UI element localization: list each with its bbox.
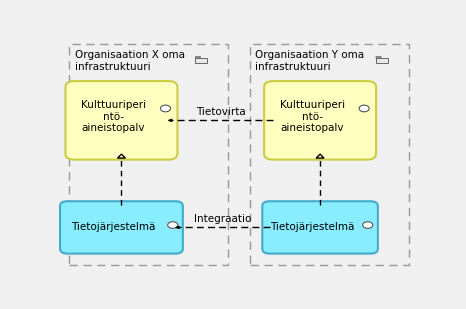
Text: Tietovirta: Tietovirta [196,107,246,117]
Circle shape [160,105,171,112]
FancyBboxPatch shape [60,201,183,254]
FancyBboxPatch shape [65,81,178,160]
FancyBboxPatch shape [262,201,378,254]
Circle shape [359,105,369,112]
FancyBboxPatch shape [264,81,376,160]
Text: Integraatio: Integraatio [194,214,251,224]
Polygon shape [196,58,207,63]
Text: Tietojärjestelmä: Tietojärjestelmä [71,222,156,232]
Polygon shape [168,119,172,122]
Text: Tietojärjestelmä: Tietojärjestelmä [270,222,354,232]
Text: Kulttuuriperi
ntö-
aineistopalv: Kulttuuriperi ntö- aineistopalv [81,100,146,133]
Text: Organisaation Y oma
infrastruktuuri: Organisaation Y oma infrastruktuuri [255,50,364,72]
Polygon shape [376,58,388,63]
Polygon shape [376,57,381,58]
Polygon shape [196,57,201,58]
Text: Kulttuuriperi
ntö-
aineistopalv: Kulttuuriperi ntö- aineistopalv [280,100,345,133]
Circle shape [168,222,178,228]
Text: Organisaation X oma
infrastruktuuri: Organisaation X oma infrastruktuuri [75,50,185,72]
Circle shape [363,222,373,228]
Polygon shape [176,226,179,229]
